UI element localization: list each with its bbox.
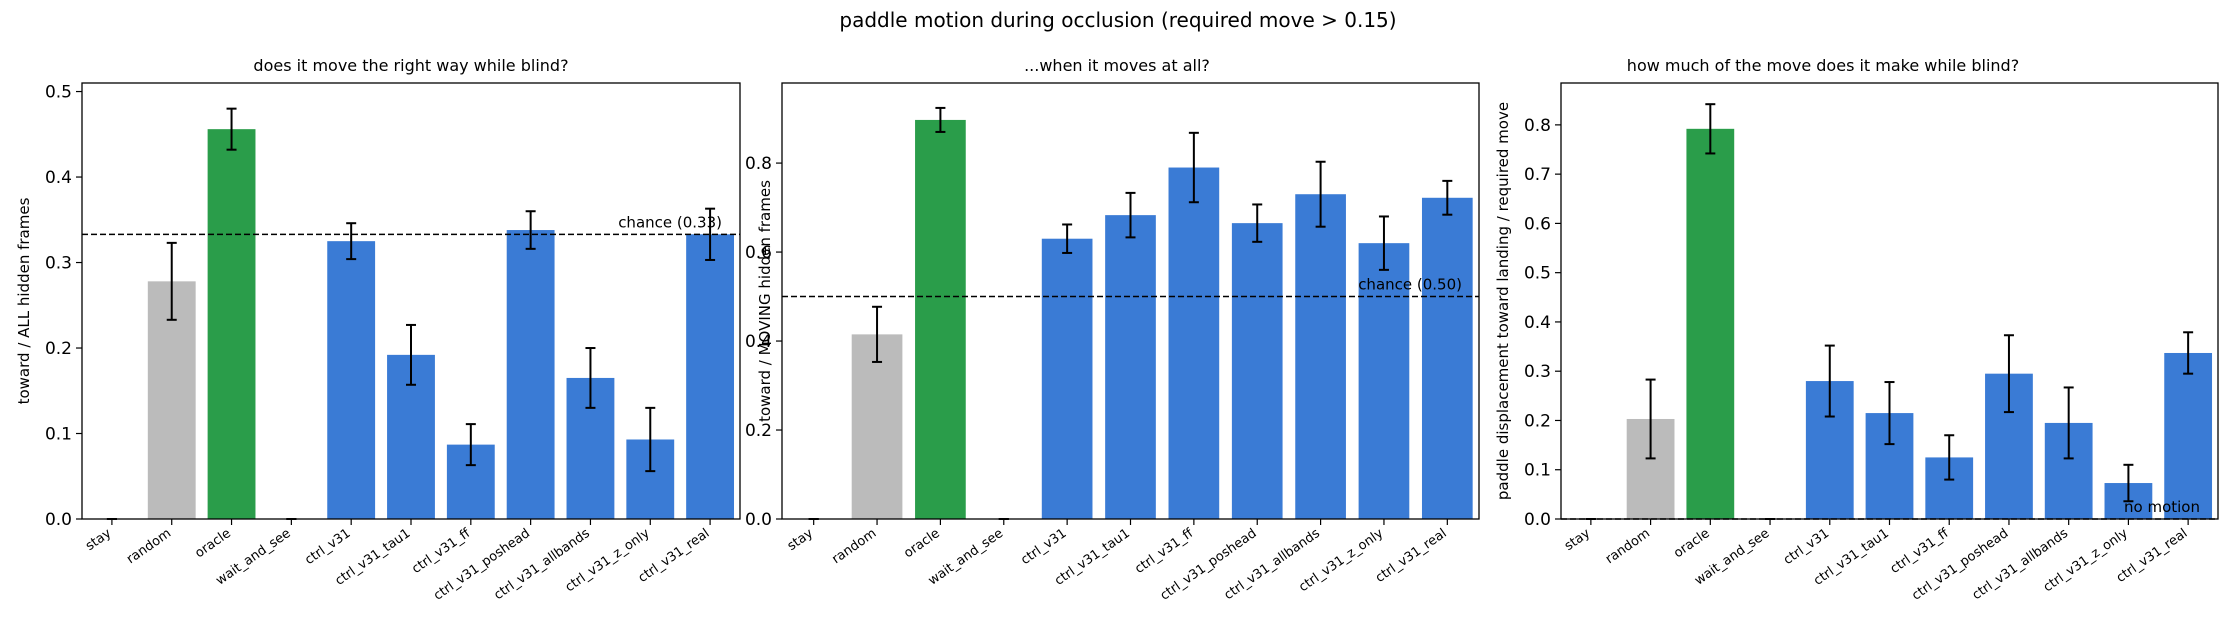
- error-bar-ctrl_v31_tau1: [406, 323, 416, 386]
- x-tick-label-oracle: oracle: [901, 526, 942, 561]
- panel-3-title: how much of the move does it make while …: [1627, 56, 2019, 75]
- x-tick-label-ctrl_v31: ctrl_v31: [302, 526, 353, 568]
- y-tick-label: 0.0: [45, 510, 72, 530]
- y-tick-label: 0.2: [45, 339, 72, 359]
- bar-ctrl_v31_poshead: [506, 230, 555, 520]
- y-tick-label: 0.8: [745, 154, 772, 174]
- error-bar-random: [166, 241, 177, 321]
- panel-1-ylabel: toward / ALL hidden frames: [15, 197, 33, 404]
- y-tick-label: 0.2: [745, 421, 772, 441]
- y-tick-label: 0.1: [1524, 461, 1551, 481]
- reference-line-label: chance (0.33): [618, 213, 722, 231]
- y-tick-label: 0.0: [1524, 510, 1551, 530]
- panel-3-plot-area: no motion 0.0 0.1 0.2 0.3 0.4 0.5 0.6 0.7 0.8 stay…: [1524, 82, 2219, 604]
- figure-suptitle: paddle motion during occlusion (required…: [839, 8, 1396, 32]
- error-bar-ctrl_v31_allbands: [1315, 160, 1326, 228]
- x-tick-label-oracle: oracle: [1671, 526, 1712, 561]
- error-bar-ctrl_v31_allbands: [2063, 386, 2074, 460]
- error-bar-oracle: [935, 106, 946, 133]
- error-bar-ctrl_v31_poshead: [1252, 203, 1263, 243]
- x-tick-label-stay: stay: [83, 526, 114, 554]
- bar-ctrl_v31: [1041, 238, 1093, 519]
- bar-ctrl_v31_z_only: [1358, 243, 1410, 519]
- bar-ctrl_v31_poshead: [1231, 223, 1283, 519]
- error-bar-ctrl_v31_real: [2183, 331, 2194, 375]
- x-tick-label-stay: stay: [785, 526, 816, 554]
- error-bar-ctrl_v31_poshead: [525, 210, 536, 250]
- x-tick-label-random: random: [124, 526, 174, 567]
- error-bar-ctrl_v31_tau1: [1125, 191, 1136, 239]
- error-bar-ctrl_v31_ff: [1944, 434, 1955, 481]
- y-tick-label: 0.4: [1524, 313, 1551, 333]
- error-bar-ctrl_v31_real: [1442, 179, 1453, 216]
- bar-ctrl_v31_real: [686, 234, 735, 519]
- panel-2-ylabel: toward / MOVING hidden frames: [756, 180, 774, 422]
- reference-line-label: chance (0.50): [1358, 276, 1462, 294]
- bar-oracle: [207, 129, 256, 519]
- error-bar-ctrl_v31: [346, 222, 357, 261]
- error-bar-ctrl_v31: [1062, 223, 1073, 254]
- x-tick-label-oracle: oracle: [192, 526, 233, 561]
- error-bar-random: [872, 305, 883, 363]
- error-bar-oracle: [226, 107, 237, 151]
- bar-random: [147, 281, 196, 519]
- panel-1: does it move the right way while blind? …: [15, 56, 741, 604]
- y-tick-label: 0.6: [1524, 214, 1551, 234]
- y-tick-label: 0.8: [1524, 116, 1551, 136]
- y-tick-label: 0.6: [745, 243, 772, 263]
- bar-ctrl_v31_ff: [1168, 167, 1220, 519]
- error-bar-ctrl_v31_z_only: [1378, 215, 1389, 271]
- error-bar-ctrl_v31_tau1: [1884, 381, 1895, 446]
- bar-ctrl_v31_tau1: [1105, 215, 1156, 519]
- y-tick-label: 0.5: [1524, 264, 1551, 284]
- error-bar-ctrl_v31: [1824, 344, 1835, 418]
- panel-1-plot-area: chance (0.33) 0.0 0.1 0.2 0.3 0.4 0.5 stay rando…: [45, 82, 741, 604]
- x-tick-label-stay: stay: [1562, 526, 1593, 554]
- bar-ctrl_v31: [327, 241, 376, 519]
- y-tick-label: 0.3: [1524, 362, 1551, 382]
- error-bar-ctrl_v31_real: [705, 207, 716, 261]
- bar-random: [851, 334, 903, 519]
- error-bar-ctrl_v31_z_only: [645, 406, 656, 473]
- panel-3-ylabel: paddle displacement toward landing / req…: [1494, 102, 1512, 500]
- error-bar-ctrl_v31_ff: [1188, 131, 1199, 204]
- x-tick-label-ctrl_v31_real: ctrl_v31_real: [1373, 526, 1450, 586]
- bar-oracle: [915, 119, 966, 520]
- x-tick-label-random: random: [1603, 526, 1653, 567]
- y-tick-label: 0.2: [1524, 411, 1551, 431]
- y-tick-label: 0.5: [45, 83, 72, 103]
- y-tick-label: 0.3: [45, 254, 72, 274]
- bar-ctrl_v31_real: [1421, 197, 1473, 519]
- panel-2: ...when it moves at all? toward / MOVING…: [745, 56, 1480, 604]
- error-bar-ctrl_v31_ff: [465, 423, 476, 467]
- bar-ctrl_v31_real: [2164, 352, 2213, 519]
- y-tick-label: 0.0: [745, 510, 772, 530]
- bar-ctrl_v31_allbands: [1295, 194, 1346, 519]
- panel-2-title: ...when it moves at all?: [1024, 56, 1210, 75]
- error-bar-ctrl_v31_allbands: [585, 347, 596, 409]
- x-tick-label-ctrl_v31_ff: ctrl_v31_ff: [1132, 525, 1197, 577]
- x-tick-label-ctrl_v31: ctrl_v31: [1781, 526, 1832, 568]
- reference-line-label: no motion: [2124, 498, 2200, 516]
- error-bar-random: [1645, 378, 1656, 460]
- panel-1-title: does it move the right way while blind?: [253, 56, 568, 75]
- x-tick-label-ctrl_v31: ctrl_v31: [1018, 526, 1069, 568]
- panel-3: how much of the move does it make while …: [1494, 56, 2219, 604]
- error-bar-oracle: [1705, 103, 1716, 155]
- error-bar-ctrl_v31_z_only: [2123, 463, 2134, 503]
- y-tick-label: 0.4: [45, 168, 72, 188]
- bar-oracle: [1686, 128, 1735, 519]
- error-bar-ctrl_v31_poshead: [2003, 334, 2014, 414]
- y-tick-label: 0.4: [745, 332, 772, 352]
- x-tick-label-random: random: [829, 526, 879, 567]
- y-tick-label: 0.7: [1524, 165, 1551, 185]
- panel-2-plot-area: chance (0.50) 0.0 0.2 0.4 0.6 0.8 stay random or…: [745, 82, 1480, 604]
- y-tick-label: 0.1: [45, 425, 72, 445]
